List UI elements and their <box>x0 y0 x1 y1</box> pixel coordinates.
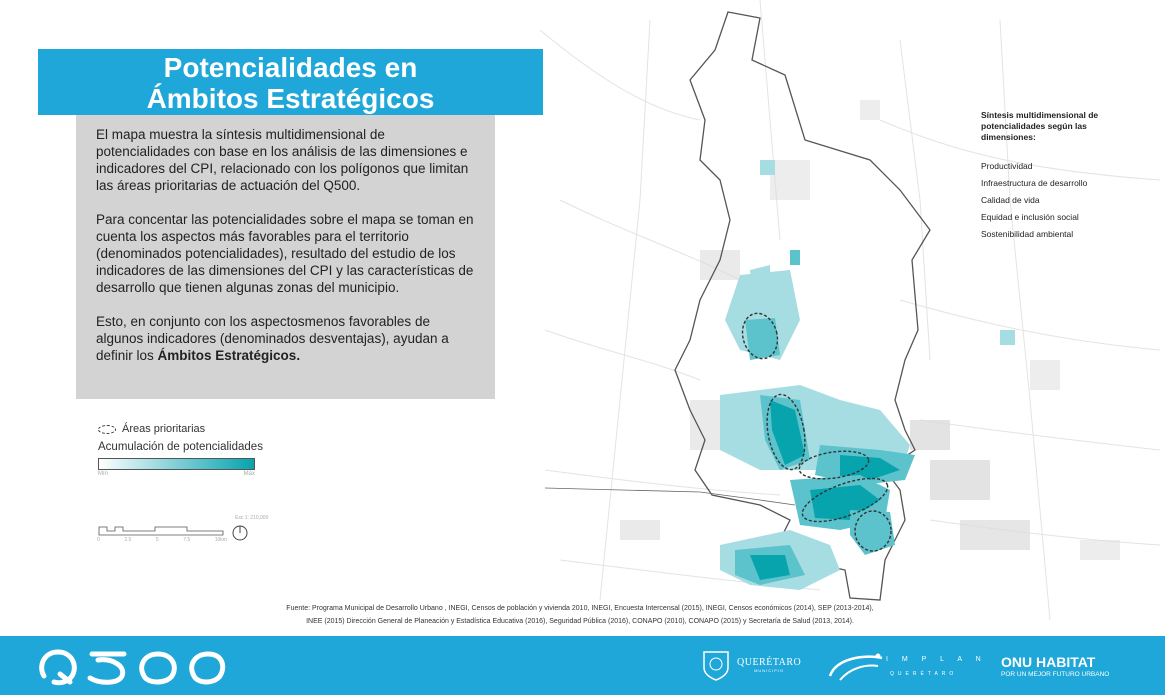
legend-color-ramp <box>98 458 255 470</box>
dimension-item: Calidad de vida <box>981 195 1040 205</box>
scale-tick: 7.5 <box>183 537 191 543</box>
potential-accumulation <box>720 160 1015 590</box>
description-paragraph-1: El mapa muestra la síntesis multidimensi… <box>96 127 469 193</box>
dimension-list: Productividad Infraestructura de desarro… <box>981 158 1111 243</box>
queretaro-sub: MUNICIPIO <box>754 668 785 673</box>
priority-areas <box>741 312 892 552</box>
onu-habitat-logo: ONU HABITAT POR UN MEJOR FUTURO URBANO <box>1001 654 1109 678</box>
dimension-item: Sostenibilidad ambiental <box>981 229 1074 239</box>
implan-swoosh-icon <box>828 653 883 681</box>
legend-priority-areas: Áreas prioritarias <box>98 423 263 435</box>
description-panel: El mapa muestra la síntesis multidimensi… <box>76 115 495 399</box>
inner-boundary <box>544 487 796 506</box>
legend-areas-label: Áreas prioritarias <box>122 423 206 435</box>
scale-bar: Esc 1: 210,000 0 2.5 5 7.5 10km <box>97 515 268 552</box>
implan-name: I M P L A N <box>886 656 987 663</box>
onu-sub: POR UN MEJOR FUTURO URBANO <box>1001 671 1110 678</box>
description-paragraph-2: Para concentar las potencialidades sobre… <box>96 212 474 295</box>
synthesis-legend: Síntesis multidimensional de potencialid… <box>981 110 1111 243</box>
description-p3-text: Esto, en conjunto con los aspectosmenos … <box>96 314 449 363</box>
description-paragraph-3: Esto, en conjunto con los aspectosmenos … <box>96 313 475 364</box>
legend-ramp-labels: Mín Máx <box>98 471 255 477</box>
onu-name: ONU HABITAT <box>1001 654 1096 670</box>
dashed-ellipse-icon <box>98 424 116 434</box>
scale-tick: 0 <box>97 537 100 543</box>
legend-max-label: Máx <box>243 471 255 477</box>
title-line-1: Potencialidades en <box>163 52 418 83</box>
road-network <box>539 0 1161 621</box>
source-line-2: INEE (2015) Dirección General de Planeac… <box>306 617 854 625</box>
legend-accumulation-label: Acumulación de potencialidades <box>98 441 263 453</box>
source-line-1: Fuente: Programa Municipal de Desarrollo… <box>286 605 874 612</box>
legend-min-label: Mín <box>98 471 109 477</box>
scale-tick: 2.5 <box>124 537 132 543</box>
scale-ticks: 0 2.5 5 7.5 10km <box>97 537 227 543</box>
municipality-boundary <box>674 11 931 601</box>
coat-of-arms-icon <box>703 651 729 681</box>
implan-logo: I M P L A N QUERÉTARO <box>826 650 981 689</box>
description-p3-bold: Ámbitos Estratégicos. <box>157 348 301 363</box>
dimension-item: Equidad e inclusión social <box>981 212 1079 222</box>
dimension-item: Infraestructura de desarrollo <box>981 178 1088 188</box>
title-banner: Potencialidades en Ámbitos Estratégicos <box>38 49 543 115</box>
q500-logo <box>39 649 226 686</box>
queretaro-logo: QUERÉTARO MUNICIPIO <box>698 648 801 682</box>
queretaro-name: QUERÉTARO <box>737 657 802 668</box>
scale-tick: 10km <box>214 537 227 543</box>
map-legend: Áreas prioritarias Acumulación de potenc… <box>98 423 263 477</box>
dimension-item: Productividad <box>981 161 1033 171</box>
source-citation: Fuente: Programa Municipal de Desarrollo… <box>130 603 1030 628</box>
implan-sub: QUERÉTARO <box>890 671 958 677</box>
scale-ratio: Esc 1: 210,000 <box>235 515 269 521</box>
title-line-2: Ámbitos Estratégicos <box>146 83 435 114</box>
footer-bar: QUERÉTARO MUNICIPIO I M P L A N QUERÉTAR… <box>0 636 1165 695</box>
scale-bar-graphic <box>98 525 248 541</box>
scale-tick: 5 <box>155 537 159 543</box>
synthesis-header: Síntesis multidimensional de potencialid… <box>981 110 1099 142</box>
